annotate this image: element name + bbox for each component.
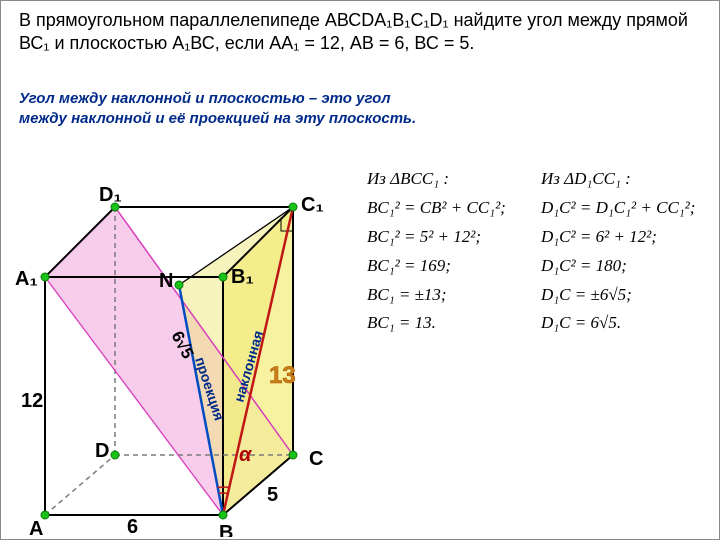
math-left-line: BC₁² = 5² + 12²; <box>367 223 527 252</box>
svg-text:D₁: D₁ <box>99 184 122 206</box>
svg-text:B: B <box>219 522 233 537</box>
math-right: Из ΔD₁CC₁ : D₁C² = D₁C₁² + CC₁²; D₁C² = … <box>541 165 720 338</box>
svg-text:A₁: A₁ <box>15 268 38 290</box>
svg-text:C₁: C₁ <box>301 194 324 216</box>
math-right-line: D₁C = ±6√5; <box>541 281 720 310</box>
hint-line-1: Угол между наклонной и плоскостью – это … <box>19 90 391 107</box>
math-left-line: BC₁ = 13. <box>367 309 527 338</box>
svg-text:13: 13 <box>269 362 296 389</box>
math-right-header: Из ΔD₁CC₁ : <box>541 165 720 194</box>
problem-text: В прямоугольном параллелепипеде АВСDA₁B₁… <box>19 9 709 56</box>
svg-text:B₁: B₁ <box>231 266 254 288</box>
svg-text:A: A <box>29 518 43 537</box>
slide: В прямоугольном параллелепипеде АВСDA₁B₁… <box>0 0 720 540</box>
svg-text:C: C <box>309 448 323 470</box>
math-left-line: BC₁² = CB² + CC₁²; <box>367 194 527 223</box>
math-right-line: D₁C = 6√5. <box>541 309 720 338</box>
math-left-header: Из ΔBCC₁ : <box>367 165 527 194</box>
math-left-line: BC₁² = 169; <box>367 252 527 281</box>
svg-text:α: α <box>239 444 253 466</box>
math-right-line: D₁C² = 6² + 12²; <box>541 223 720 252</box>
math-right-line: D₁C² = D₁C₁² + CC₁²; <box>541 194 720 223</box>
hint-line-2: между наклонной и её проекцией на эту пл… <box>19 110 416 127</box>
svg-text:D: D <box>95 440 109 462</box>
svg-text:12: 12 <box>21 390 43 412</box>
hint-text: Угол между наклонной и плоскостью – это … <box>19 89 509 130</box>
svg-text:6: 6 <box>127 516 138 537</box>
math-left-line: BC₁ = ±13; <box>367 281 527 310</box>
svg-text:N: N <box>159 270 173 292</box>
figure-svg: D₁C₁A₁B₁DCABN1265136√5проекциянаклоннаяα <box>9 159 355 537</box>
math-right-line: D₁C² = 180; <box>541 252 720 281</box>
svg-text:5: 5 <box>267 484 278 506</box>
math-left: Из ΔBCC₁ : BC₁² = CB² + CC₁²; BC₁² = 5² … <box>367 165 527 338</box>
figure-box: D₁C₁A₁B₁DCABN1265136√5проекциянаклоннаяα <box>9 159 355 537</box>
